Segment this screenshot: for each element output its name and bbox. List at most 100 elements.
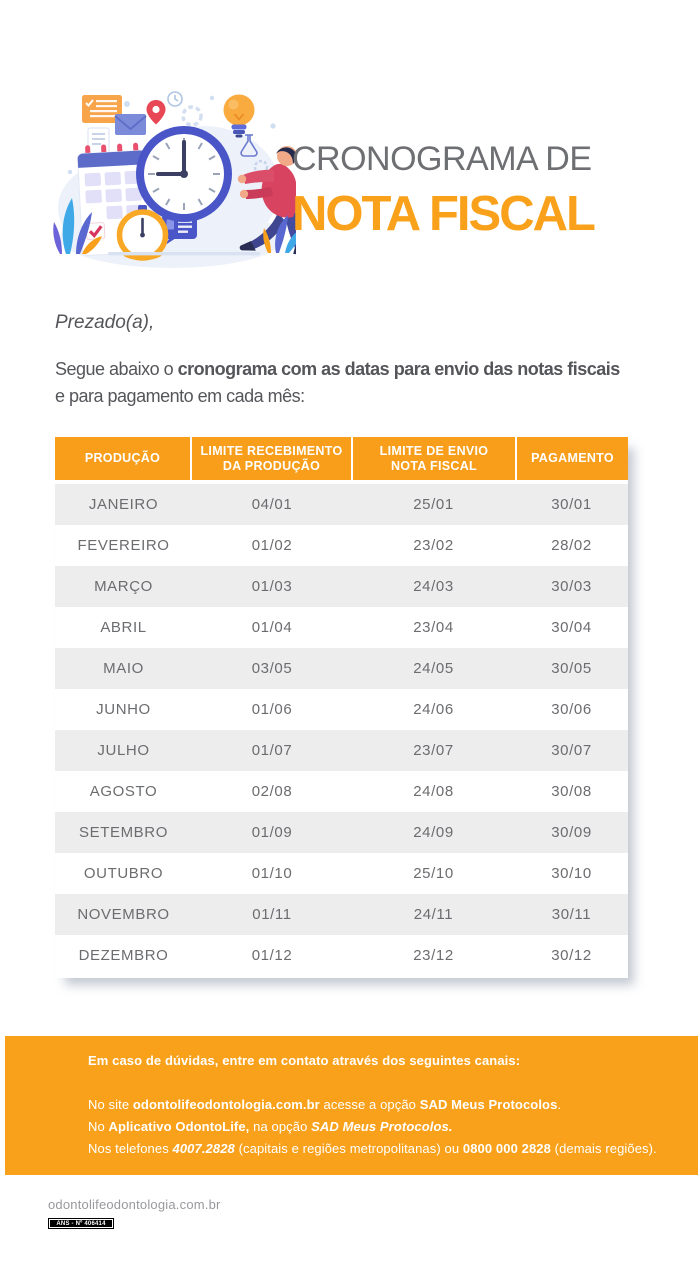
contact-segment: 4007.2828 <box>172 1141 235 1156</box>
table-row: DEZEMBRO 01/12 23/12 30/12 <box>55 935 628 976</box>
intro-bold: cronograma com as datas para envio das n… <box>177 359 621 379</box>
table-header-cell: LIMITE RECEBIMENTO DA PRODUÇÃO <box>192 437 351 480</box>
table-row: OUTUBRO 01/10 25/10 30/10 <box>55 853 628 894</box>
table-row: AGOSTO 02/08 24/08 30/08 <box>55 771 628 812</box>
table-cell: 30/04 <box>551 619 592 636</box>
pin-icon <box>146 100 166 125</box>
plant-right <box>263 215 296 253</box>
table-row: SETEMBRO 01/09 24/09 30/09 <box>55 812 628 853</box>
table-cell: 28/02 <box>551 537 592 554</box>
intro-post: e para pagamento em cada mês: <box>55 386 305 406</box>
table-cell: AGOSTO <box>89 783 158 800</box>
contact-segment: . <box>557 1097 562 1112</box>
contact-segment: SAD Meus Protocolos <box>419 1097 558 1112</box>
table-cell: 30/03 <box>551 578 592 595</box>
table-row: JULHO 01/07 23/07 30/07 <box>55 730 628 771</box>
intro-paragraph: Segue abaixo o cronograma com as datas p… <box>55 356 691 410</box>
contact-line: No Aplicativo OdontoLife, na opção SAD M… <box>88 1116 657 1138</box>
table-cell: 01/12 <box>251 947 293 964</box>
contact-line: Nos telefones 4007.2828 (capitais e regi… <box>88 1138 657 1160</box>
table-cell: 03/05 <box>251 660 293 677</box>
table-row: NOVEMBRO 01/11 24/11 30/11 <box>55 894 628 935</box>
small-clock-icon <box>167 91 183 107</box>
envelope-icon <box>114 114 147 135</box>
table-header-cell: PAGAMENTO <box>517 437 628 480</box>
ans-badge: ANS - Nº 406414 <box>48 1218 114 1229</box>
ans-badge-text: ANS - Nº 406414 <box>56 1220 106 1227</box>
page-title-line2: NOTA FISCAL <box>292 187 596 241</box>
contact-segment: acesse a opção <box>319 1097 420 1112</box>
contact-segment: Aplicativo OdontoLife, <box>108 1119 250 1134</box>
page-title-line1: CRONOGRAMA DE <box>292 140 592 178</box>
contact-line: No site odontolifeodontologia.com.br ace… <box>88 1094 657 1116</box>
intro-pre: Segue abaixo o <box>55 359 178 379</box>
table-cell: 25/01 <box>413 496 454 513</box>
table-header-cell: LIMITE DE ENVIO NOTA FISCAL <box>353 437 515 480</box>
table-cell: 01/03 <box>251 578 293 595</box>
contact-segment: Nos telefones <box>88 1141 173 1156</box>
contact-lines: No site odontolifeodontologia.com.br ace… <box>88 1094 657 1160</box>
table-cell: 01/07 <box>251 742 293 759</box>
plant-left <box>53 198 102 254</box>
contact-segment: 0800 000 2828 <box>462 1141 551 1156</box>
table-cell: 23/12 <box>413 947 454 964</box>
contact-segment: odontolifeodontologia.com.br <box>132 1097 320 1112</box>
table-cell: 04/01 <box>251 496 293 513</box>
table-cell: 25/10 <box>413 865 454 882</box>
table-header-cell: PRODUÇÃO <box>55 437 190 480</box>
table-cell: DEZEMBRO <box>78 947 169 964</box>
gear-icon <box>181 105 203 127</box>
schedule-table: PRODUÇÃO LIMITE RECEBIMENTO DA PRODUÇÃO LIM… <box>55 437 628 978</box>
table-cell: 30/05 <box>551 660 592 677</box>
contact-segment: No <box>88 1119 109 1134</box>
table-cell: NOVEMBRO <box>77 906 170 923</box>
table-cell: JULHO <box>97 742 150 759</box>
ground-line <box>108 252 260 256</box>
table-cell: 23/07 <box>413 742 454 759</box>
stopwatch-icon <box>116 205 169 261</box>
table-cell: 02/08 <box>251 783 293 800</box>
contact-box: Em caso de dúvidas, entre em contato atr… <box>5 1036 698 1175</box>
table-row: ABRIL 01/04 23/04 30/04 <box>55 607 628 648</box>
table-cell: 30/10 <box>551 865 592 882</box>
table-cell: 24/03 <box>413 578 454 595</box>
table-row: MARÇO 01/03 24/03 30/03 <box>55 566 628 607</box>
clock-icon <box>136 126 232 222</box>
table-cell: MARÇO <box>94 578 153 595</box>
table-body: JANEIRO 04/01 25/01 30/01 FEVEREIRO 01/02 23/0… <box>55 484 628 978</box>
table-cell: 01/09 <box>251 824 293 841</box>
contact-segment: (capitais e regiões metropolitanas) ou <box>234 1141 463 1156</box>
table-cell: 24/08 <box>413 783 454 800</box>
table-cell: JUNHO <box>96 701 151 718</box>
table-cell: 30/12 <box>551 947 592 964</box>
table-row: FEVEREIRO 01/02 23/02 28/02 <box>55 525 628 566</box>
lightbulb-icon <box>223 94 255 138</box>
table-cell: 30/06 <box>551 701 592 718</box>
note-icon <box>82 95 122 123</box>
table-cell: 24/09 <box>413 824 454 841</box>
table-cell: 01/06 <box>251 701 293 718</box>
table-cell: 01/02 <box>251 537 293 554</box>
contact-segment: No site <box>88 1097 133 1112</box>
footer-website: odontolifeodontologia.com.br <box>48 1197 221 1212</box>
table-cell: 01/10 <box>251 865 293 882</box>
flask-icon <box>240 134 258 157</box>
table-cell: JANEIRO <box>88 496 159 513</box>
table-cell: MAIO <box>103 660 144 677</box>
table-cell: 30/08 <box>551 783 592 800</box>
hero-illustration <box>53 91 296 268</box>
greeting-text: Prezado(a), <box>55 312 155 333</box>
table-cell: 30/09 <box>551 824 592 841</box>
table-cell: 01/04 <box>251 619 293 636</box>
table-cell: OUTUBRO <box>83 865 164 882</box>
table-row: JUNHO 01/06 24/06 30/06 <box>55 689 628 730</box>
table-cell: ABRIL <box>100 619 147 636</box>
table-cell: 23/02 <box>413 537 454 554</box>
table-cell: 23/04 <box>413 619 454 636</box>
table-row: MAIO 03/05 24/05 30/05 <box>55 648 628 689</box>
table-cell: 30/01 <box>551 496 592 513</box>
table-cell: 01/11 <box>252 906 292 923</box>
table-row: JANEIRO 04/01 25/01 30/01 <box>55 484 628 525</box>
table-cell: 24/11 <box>413 906 454 923</box>
